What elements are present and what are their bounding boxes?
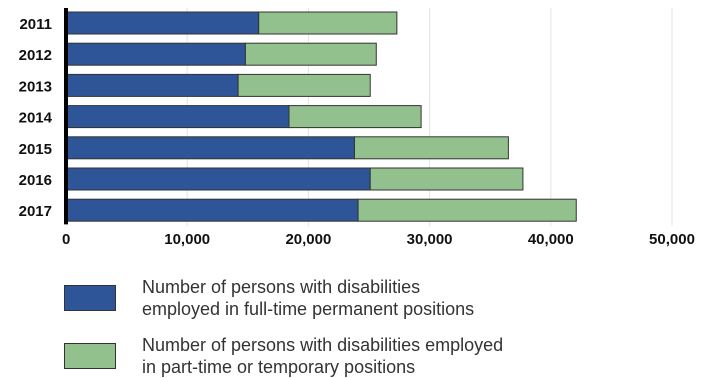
x-tick-label: 30,000 bbox=[407, 231, 453, 248]
bar-full-time-2017 bbox=[65, 198, 359, 222]
x-tick-label: 40,000 bbox=[528, 231, 574, 248]
bar-full-time-2016 bbox=[65, 167, 371, 191]
bars bbox=[65, 11, 577, 222]
category-label-2013: 2013 bbox=[19, 78, 52, 95]
legend-label-part-time: Number of persons with disabilities empl… bbox=[142, 335, 504, 377]
bar-full-time-2013 bbox=[65, 73, 239, 97]
category-labels: 2011 2012 2013 2014 2015 2016 2017 bbox=[19, 16, 53, 220]
bar-part-time-2015 bbox=[353, 136, 509, 160]
bar-full-time-2012 bbox=[65, 42, 246, 66]
category-label-2017: 2017 bbox=[19, 203, 52, 220]
category-label-2015: 2015 bbox=[19, 141, 52, 158]
bar-full-time-2014 bbox=[65, 105, 290, 129]
x-tick-label: 0 bbox=[62, 231, 70, 248]
bar-part-time-2011 bbox=[258, 11, 398, 35]
x-tick-label: 20,000 bbox=[285, 231, 331, 248]
category-label-2016: 2016 bbox=[19, 172, 52, 189]
bar-part-time-2012 bbox=[244, 42, 377, 66]
x-tick-label: 10,000 bbox=[164, 231, 210, 248]
bar-part-time-2016 bbox=[369, 167, 524, 191]
legend-swatch-full-time bbox=[64, 285, 116, 311]
bar-part-time-2014 bbox=[288, 105, 422, 129]
legend-label-full-time: Number of persons with disabilities empl… bbox=[142, 277, 475, 319]
category-label-2012: 2012 bbox=[19, 47, 52, 64]
bar-part-time-2017 bbox=[357, 198, 577, 222]
legend-swatch-part-time bbox=[64, 343, 116, 369]
legend-item-part-time: Number of persons with disabilities empl… bbox=[64, 334, 582, 378]
legend-item-full-time: Number of persons with disabilities empl… bbox=[64, 276, 582, 320]
bar-full-time-2015 bbox=[65, 136, 355, 160]
x-tick-label: 50,000 bbox=[649, 231, 695, 248]
bar-full-time-2011 bbox=[65, 11, 260, 35]
category-label-2014: 2014 bbox=[19, 110, 53, 127]
x-tick-labels: 0 10,000 20,000 30,000 40,000 50,000 bbox=[62, 231, 695, 248]
bar-part-time-2013 bbox=[237, 73, 371, 97]
stacked-bar-chart: 2011 2012 2013 2014 2015 2016 2017 0 10,000 20,0… bbox=[19, 8, 695, 248]
category-label-2011: 2011 bbox=[19, 16, 52, 33]
